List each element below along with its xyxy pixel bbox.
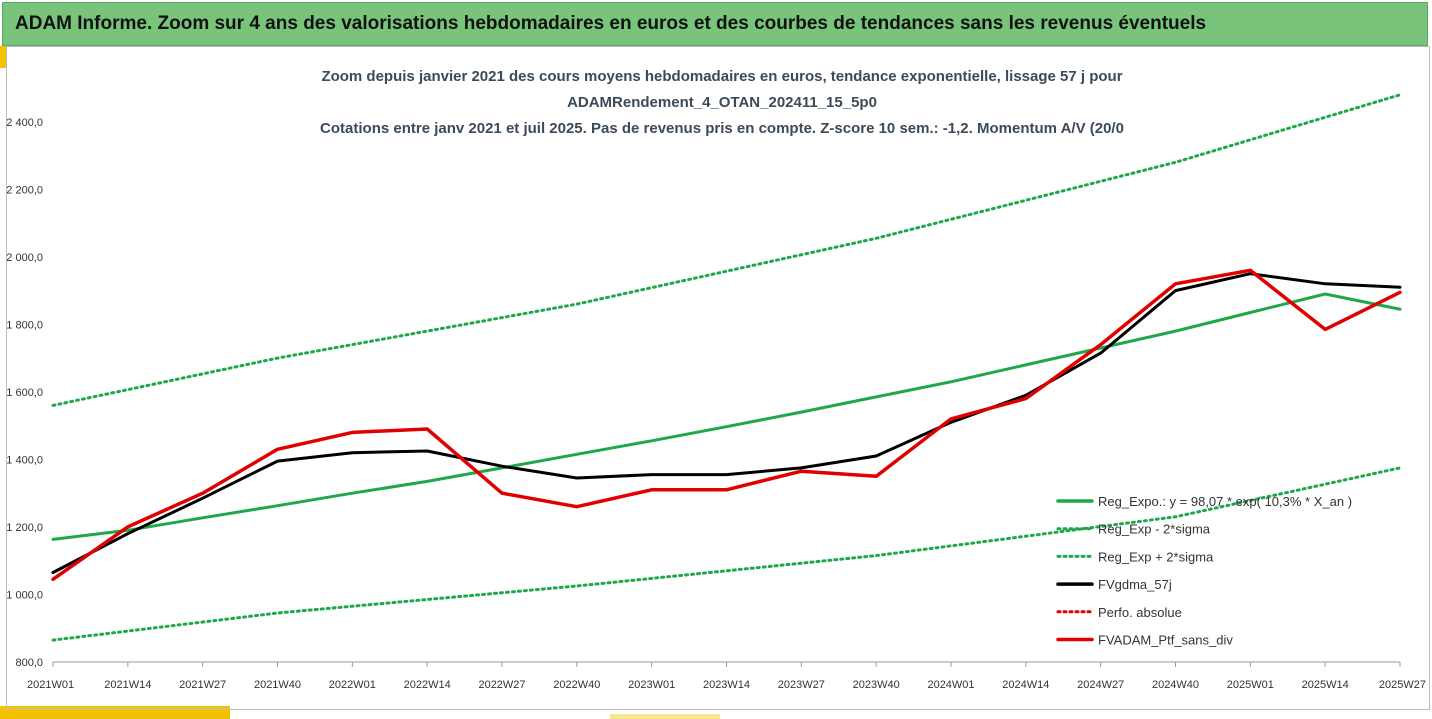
chart-legend: Reg_Expo.: y = 98,07 * exp( 10,3% * X_an… <box>1056 494 1352 648</box>
y-tick-label: 1 600,0 <box>6 387 43 399</box>
x-tick-label: 2025W14 <box>1302 679 1349 691</box>
chart-titles: Zoom depuis janvier 2021 des cours moyen… <box>320 68 1124 137</box>
x-tick-label: 2023W27 <box>778 679 825 691</box>
accent-bar-top <box>0 46 6 68</box>
x-tick-label: 2023W40 <box>853 679 900 691</box>
x-tick-label: 2023W01 <box>628 679 675 691</box>
x-tick-label: 2022W14 <box>404 679 451 691</box>
x-tick-label: 2024W40 <box>1152 679 1199 691</box>
x-tick-label: 2024W27 <box>1077 679 1124 691</box>
y-tick-label: 2 200,0 <box>6 184 43 196</box>
x-tick-label: 2025W27 <box>1379 679 1426 691</box>
x-tick-label: 2021W14 <box>104 679 151 691</box>
chart-axes: 800,0 1 000,0 1 200,0 1 400,0 1 600,0 1 800,0… <box>6 117 1426 691</box>
x-tick-label: 2024W01 <box>927 679 974 691</box>
legend-label: Perfo. absolue <box>1098 605 1182 620</box>
series-line-0 <box>51 292 1402 541</box>
x-tick-label: 2022W27 <box>478 679 525 691</box>
x-tick-label: 2022W40 <box>553 679 600 691</box>
x-tick-label: 2024W14 <box>1002 679 1049 691</box>
y-tick-label: 800,0 <box>15 657 43 669</box>
legend-label: FVADAM_Ptf_sans_div <box>1098 633 1233 648</box>
x-tick-label: 2021W40 <box>254 679 301 691</box>
legend-label: Reg_Exp + 2*sigma <box>1098 549 1214 564</box>
accent-bar-bottom-middle <box>610 714 720 719</box>
chart-plot-area <box>51 93 1402 642</box>
x-tick-label: 2021W01 <box>27 679 74 691</box>
legend-label: Reg_Expo.: y = 98,07 * exp( 10,3% * X_an… <box>1098 494 1352 509</box>
chart-frame <box>6 46 1430 710</box>
y-tick-label: 1 800,0 <box>6 319 43 331</box>
y-tick-label: 1 200,0 <box>6 522 43 534</box>
chart-title-line-3: Cotations entre janv 2021 et juil 2025. … <box>320 120 1124 137</box>
x-tick-label: 2021W27 <box>179 679 226 691</box>
page-title: ADAM Informe. Zoom sur 4 ans des valoris… <box>15 13 1207 34</box>
y-tick-label: 1 400,0 <box>6 454 43 466</box>
series-line-5 <box>51 268 1402 582</box>
y-tick-label: 2 400,0 <box>6 117 43 129</box>
y-tick-label: 1 000,0 <box>6 589 43 601</box>
legend-label: Reg_Exp - 2*sigma <box>1098 522 1211 537</box>
x-tick-label: 2022W01 <box>329 679 376 691</box>
x-tick-label: 2025W01 <box>1227 679 1274 691</box>
y-tick-label: 2 000,0 <box>6 252 43 264</box>
series-line-2 <box>51 93 1402 407</box>
chart-title-line-1: Zoom depuis janvier 2021 des cours moyen… <box>321 68 1122 85</box>
series-line-1 <box>51 466 1402 642</box>
page-banner: ADAM Informe. Zoom sur 4 ans des valoris… <box>2 2 1428 46</box>
legend-label: FVgdma_57j <box>1098 577 1172 592</box>
series-line-3 <box>51 272 1402 574</box>
chart-title-line-2: ADAMRendement_4_OTAN_202411_15_5p0 <box>567 94 877 111</box>
x-tick-label: 2023W14 <box>703 679 750 691</box>
